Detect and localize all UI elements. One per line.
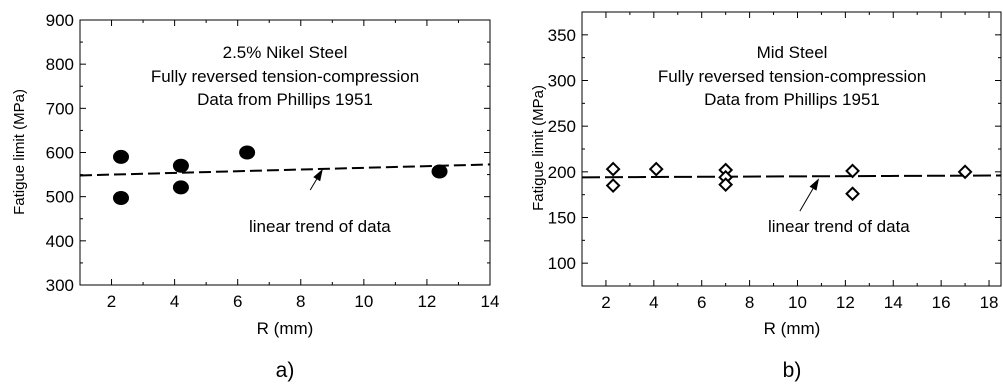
y-tick-label-a-900: 900 (46, 11, 74, 30)
x-tick-label-b-10: 10 (788, 293, 807, 312)
y-tick-label-b-200: 200 (548, 163, 576, 182)
x-ticks-b: 2 4 6 8 10 12 14 16 18 (581, 12, 999, 312)
trend-arrow-b (799, 188, 814, 212)
x-tick-label-a-12: 12 (417, 292, 436, 311)
trend-line-a (79, 163, 491, 177)
data-points-a (113, 145, 448, 205)
y-tick-label-a-400: 400 (46, 232, 74, 251)
x-tick-label-a-10: 10 (354, 292, 373, 311)
trend-arrowhead-a (313, 168, 323, 182)
data-point-b-6 (845, 163, 860, 179)
y-axis-label-a: Fatigue limit (MPa) (11, 89, 28, 215)
y-tick-label-b-350: 350 (548, 26, 576, 45)
data-point-a-3 (172, 180, 189, 195)
y-tick-label-b-250: 250 (548, 117, 576, 136)
trend-line-b (581, 174, 1002, 179)
x-tick-label-b-14: 14 (884, 293, 903, 312)
y-tick-label-a-800: 800 (46, 55, 74, 74)
y-ticks-a: 300 400 500 600 700 800 900 (46, 11, 490, 295)
annotation-a-line3: Data from Phillips 1951 (197, 90, 373, 109)
x-tick-label-a-14: 14 (481, 292, 500, 311)
x-tick-label-b-2: 2 (601, 293, 610, 312)
y-axis-label-b: Fatigue limit (MPa) (530, 85, 547, 211)
y-tick-label-b-100: 100 (548, 254, 576, 273)
annotation-b-line3: Data from Phillips 1951 (704, 90, 880, 109)
y-tick-label-a-500: 500 (46, 188, 74, 207)
annotation-a-line1: 2.5% Nikel Steel (223, 43, 348, 62)
y-ticks-b: 100 150 200 250 300 350 (548, 26, 1001, 273)
trend-arrowhead-b (809, 178, 820, 191)
chart-a: 300 400 500 600 700 800 900 2 4 6 8 10 12 14 2.5% Ni… (11, 11, 499, 382)
data-point-b-8 (957, 164, 973, 180)
x-axis-label-b: R (mm) (764, 319, 821, 338)
x-tick-label-b-8: 8 (745, 293, 754, 312)
x-tick-label-b-12: 12 (836, 293, 855, 312)
x-tick-label-a-8: 8 (296, 292, 305, 311)
trend-label-a: linear trend of data (249, 217, 391, 236)
y-tick-label-a-700: 700 (46, 99, 74, 118)
x-tick-label-b-4: 4 (649, 293, 658, 312)
data-points-b (605, 161, 973, 202)
panel-label-b: b) (783, 359, 802, 382)
data-point-b-2 (648, 161, 664, 177)
x-tick-label-b-16: 16 (932, 293, 951, 312)
x-axis-label-a: R (mm) (257, 319, 314, 338)
x-tick-label-b-6: 6 (697, 293, 706, 312)
annotation-b-line1: Mid Steel (757, 43, 828, 62)
y-tick-label-b-150: 150 (548, 209, 576, 228)
chart-b: 100 150 200 250 300 350 2 4 6 8 10 12 14 16 18 Mid St… (530, 11, 1002, 382)
trend-arrow-a (309, 178, 318, 191)
data-point-a-2 (172, 158, 189, 173)
y-tick-label-a-300: 300 (46, 276, 74, 295)
annotation-b-line2: Fully reversed tension-compression (658, 67, 926, 86)
data-point-b-7 (845, 186, 860, 202)
y-tick-label-b-300: 300 (548, 72, 576, 91)
x-tick-label-a-6: 6 (233, 292, 242, 311)
data-point-a-5 (431, 164, 448, 179)
data-point-a-0 (113, 149, 129, 164)
annotation-a-line2: Fully reversed tension-compression (151, 67, 419, 86)
panel-label-a: a) (276, 359, 295, 382)
data-point-b-0 (605, 161, 621, 177)
data-point-b-5 (718, 177, 734, 193)
x-tick-label-a-2: 2 (107, 292, 116, 311)
data-point-b-1 (605, 178, 621, 193)
x-ticks-a: 2 4 6 8 10 12 14 (79, 20, 500, 311)
data-point-a-4 (239, 145, 256, 160)
x-tick-label-b-18: 18 (980, 293, 999, 312)
y-tick-label-a-600: 600 (46, 144, 74, 163)
trend-label-b: linear trend of data (768, 217, 910, 236)
x-tick-label-a-4: 4 (170, 292, 179, 311)
data-point-a-1 (113, 190, 129, 205)
